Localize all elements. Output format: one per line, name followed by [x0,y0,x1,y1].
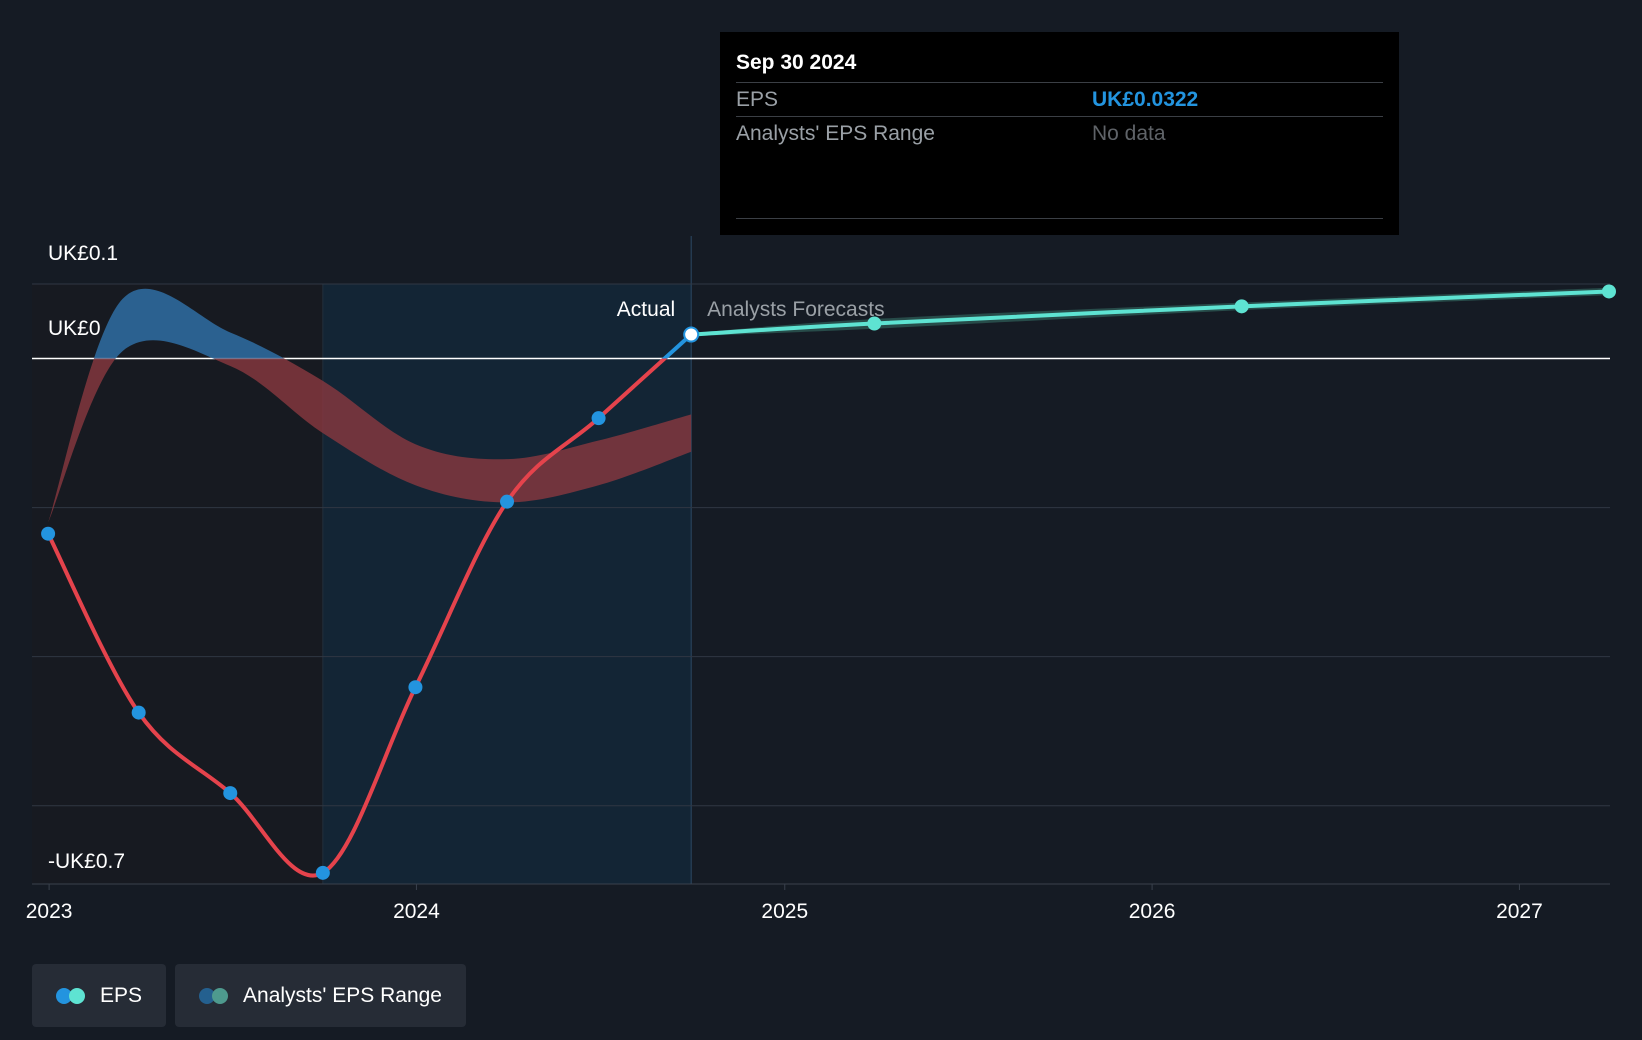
eps-point [408,680,423,695]
eps-forecast-point [1601,284,1616,299]
legend-item-eps[interactable]: EPS [32,964,167,1027]
eps-legend-icon [56,987,86,1004]
historical-range-band-positive [93,288,285,359]
eps-points [41,284,1616,880]
past-year-highlight [322,284,692,884]
x-tick-label: 2024 [393,900,440,923]
tooltip-date: Sep 30 2024 [736,51,857,74]
tooltip-eps-value: UK£0.0322 [1092,87,1199,111]
legend-item-analysts-eps-range[interactable]: Analysts' EPS Range [175,964,466,1027]
eps-forecast-point [1234,299,1249,314]
eps-point [223,786,238,801]
chart-labels: 2023 2024 2025 2026 2027 UK£0.1 UK£0 -UK£0.7 Act… [26,242,1543,923]
tooltip-divider [736,218,1383,219]
historical-range-band-negative [48,358,692,523]
tooltip-eps-label: EPS [736,87,779,111]
tooltip-range-value: No data [1092,121,1166,145]
legend-range-label: Analysts' EPS Range [243,983,442,1007]
y-tick-label: UK£0.1 [48,242,118,265]
eps-point-highlighted [683,326,700,343]
x-tick-label: 2025 [761,900,808,923]
tooltip-eps-row: EPS UK£0.0322 [736,82,1383,116]
analysts-forecasts-label: Analysts Forecasts [707,298,884,321]
eps-point [315,865,330,880]
tooltip-range-label: Analysts' EPS Range [736,121,935,145]
legend-eps-label: EPS [100,983,143,1007]
legend: EPS Analysts' EPS Range [32,964,466,1027]
x-tick-label: 2026 [1129,900,1176,923]
eps-point [41,526,56,541]
actual-label: Actual [617,298,675,321]
eps-forecast-point [867,316,882,331]
y-tick-label: UK£0 [48,317,101,340]
y-tick-label: -UK£0.7 [48,850,125,873]
grid-lines [32,283,1610,890]
tooltip: Sep 30 2024 EPS UK£0.0322 Analysts' EPS … [720,32,1399,235]
x-tick-label: 2027 [1496,900,1543,923]
range-legend-icon [199,987,229,1004]
eps-point [591,411,606,426]
eps-point [131,705,146,720]
eps-forecast-line [691,289,1610,337]
x-tick-label: 2023 [26,900,73,923]
tooltip-range-row: Analysts' EPS Range No data [736,116,1383,150]
eps-point [500,494,515,509]
